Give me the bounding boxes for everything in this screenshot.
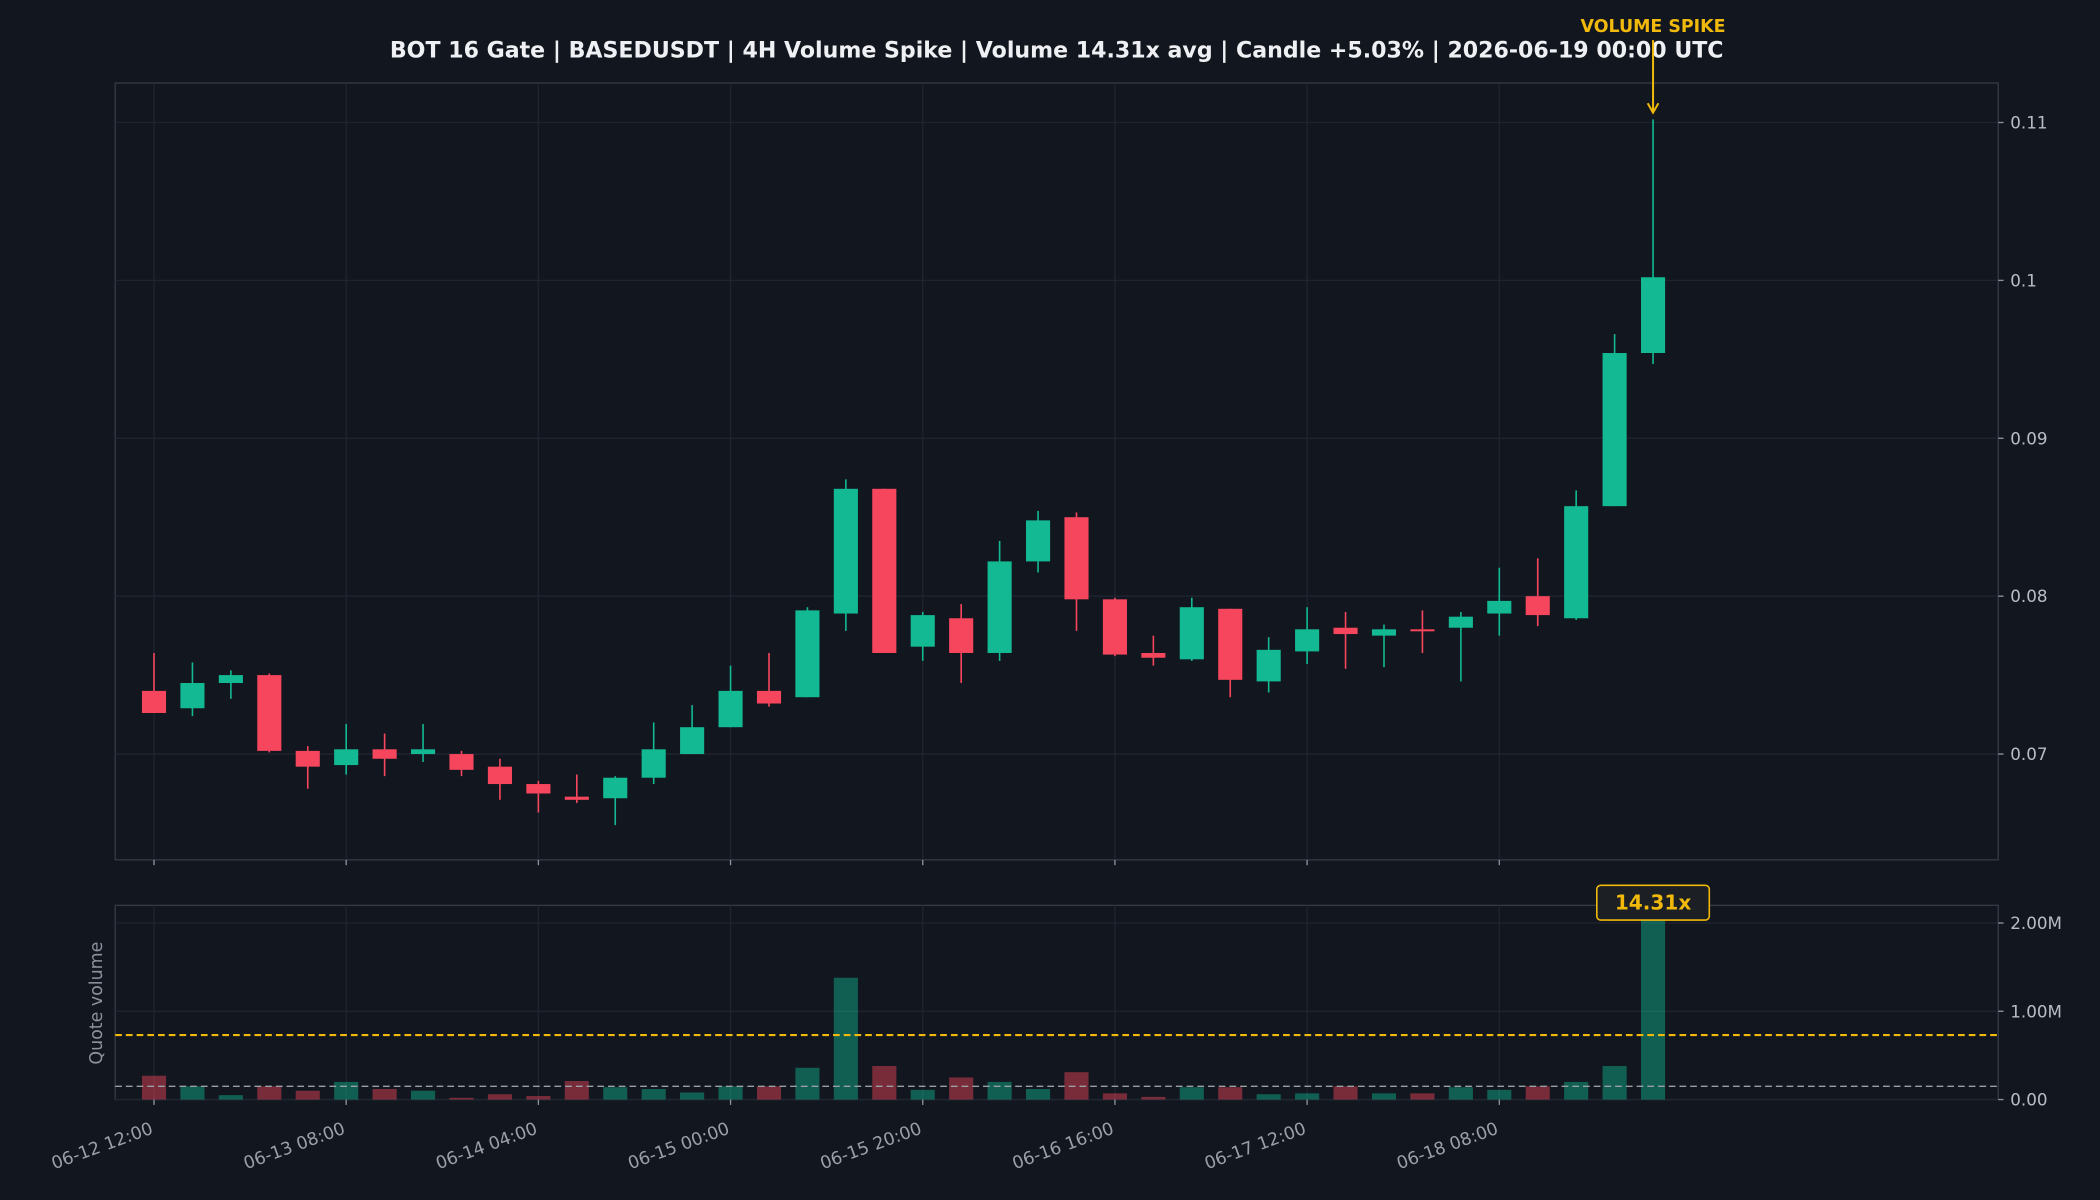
y-axis-label: Quote volume — [87, 942, 107, 1065]
volume-bar — [218, 1095, 243, 1100]
volume-bar — [1487, 1089, 1512, 1100]
chart-title: BOT 16 Gate | BASEDUSDT | 4H Volume Spik… — [390, 38, 1724, 64]
annotation: 14.31x — [1615, 890, 1692, 914]
volume-bar — [1218, 1087, 1243, 1100]
candle-body — [411, 749, 436, 755]
volume-bar — [1141, 1096, 1166, 1100]
volume-bar — [334, 1081, 359, 1100]
candle-body — [141, 690, 167, 713]
candle-body — [1295, 629, 1320, 652]
candle-body — [910, 615, 935, 647]
candle-body — [833, 488, 858, 614]
y-tick-label: 0.07 — [2010, 744, 2047, 764]
candle-body — [1102, 599, 1127, 655]
candle-body — [718, 690, 743, 728]
volume-bar — [1256, 1094, 1281, 1100]
volume-bar — [180, 1086, 205, 1100]
volume-bar — [1640, 909, 1666, 1100]
volume-bar — [1448, 1087, 1473, 1100]
volume-bar — [833, 977, 858, 1100]
candle-body — [1141, 652, 1166, 658]
candle-body — [872, 488, 897, 653]
candle-body — [1026, 520, 1051, 562]
volume-bar — [141, 1075, 167, 1100]
annotation-arrowhead — [1646, 102, 1660, 115]
volume-bar — [1371, 1093, 1397, 1100]
candle-body — [641, 749, 666, 778]
candle-body — [218, 675, 243, 683]
y-tick-label: 0.11 — [2010, 113, 2047, 133]
volume-bar — [257, 1086, 282, 1100]
candle-body — [295, 750, 320, 767]
candle-body — [1602, 353, 1627, 507]
candle-body — [526, 784, 551, 794]
candle-body — [795, 610, 820, 698]
candle-body — [603, 777, 628, 799]
candle-body — [1218, 608, 1243, 680]
volume-bar — [295, 1090, 320, 1100]
volume-bar — [487, 1094, 512, 1100]
candle-body — [1525, 596, 1550, 616]
candle-body — [1179, 607, 1204, 660]
candle-body — [334, 749, 359, 766]
annotation-box — [1595, 884, 1711, 921]
volume-bar — [603, 1087, 628, 1100]
volume-bar — [949, 1077, 974, 1100]
volume-bar — [411, 1090, 436, 1100]
candle-body — [1487, 600, 1512, 614]
y-tick-label: 2.00M — [2010, 913, 2062, 933]
volume-bar — [1333, 1086, 1358, 1100]
price-frame — [114, 82, 1999, 861]
candle-body — [1333, 627, 1358, 635]
candle-body — [257, 675, 282, 751]
candle-body — [1256, 649, 1281, 682]
volume-bar — [372, 1088, 397, 1100]
candle-body — [1564, 506, 1589, 619]
volume-bar — [680, 1092, 705, 1100]
volume-bar — [526, 1096, 551, 1100]
volume-bar — [1026, 1088, 1051, 1100]
y-tick-label: 1.00M — [2010, 1001, 2062, 1021]
candle-body — [180, 682, 205, 709]
volume-bar — [1410, 1093, 1435, 1100]
candle-body — [680, 727, 705, 755]
volume-bar — [1295, 1093, 1320, 1100]
volume-bar — [1564, 1081, 1589, 1100]
candle-body — [1064, 517, 1089, 600]
candle-body — [987, 561, 1012, 653]
volume-bar — [756, 1086, 782, 1100]
candle-body — [1410, 629, 1435, 632]
volume-bar — [987, 1081, 1012, 1100]
candle-body — [1448, 616, 1473, 628]
y-tick-label: 0.1 — [2010, 270, 2037, 290]
candle-body — [949, 618, 974, 653]
annotation: VOLUME SPIKE — [1581, 17, 1726, 37]
volume-bar — [1102, 1093, 1127, 1100]
y-tick-label: 0.09 — [2010, 428, 2047, 448]
volume-bar — [910, 1089, 935, 1100]
y-tick-label: 0.00 — [2010, 1090, 2047, 1110]
volume-bar — [718, 1086, 743, 1100]
volume-bar — [641, 1088, 666, 1100]
volume-bar — [872, 1066, 897, 1100]
volume-bar — [564, 1081, 589, 1100]
candle-body — [564, 796, 589, 800]
volume-bar — [449, 1097, 474, 1100]
volume-bar — [1602, 1066, 1627, 1100]
candle-body — [449, 754, 474, 770]
volume-bar — [1525, 1086, 1550, 1100]
candle-body — [1640, 277, 1666, 354]
volume-bar — [795, 1067, 820, 1100]
volume-bar — [1179, 1087, 1204, 1100]
y-tick-label: 0.08 — [2010, 586, 2047, 606]
candle-body — [1371, 629, 1397, 636]
candle-body — [487, 766, 512, 785]
candle-body — [372, 749, 397, 759]
candle-body — [756, 690, 782, 704]
